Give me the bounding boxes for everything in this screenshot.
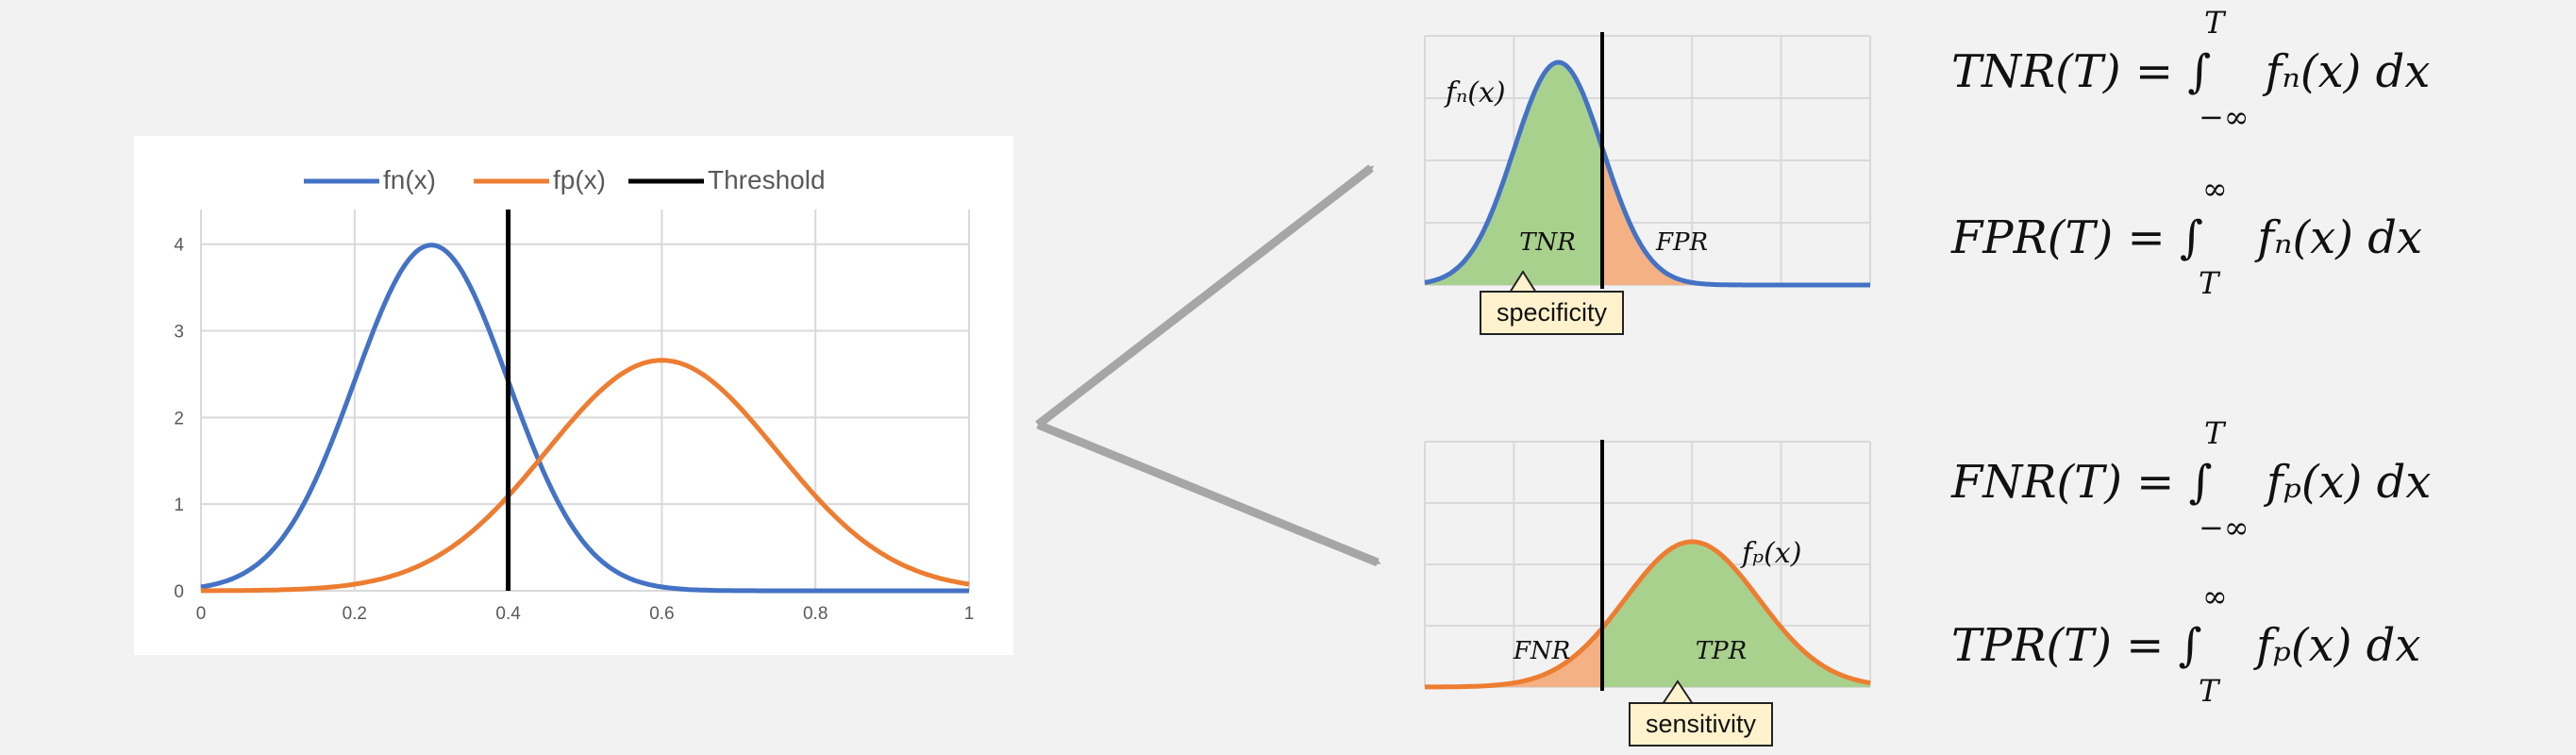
y-tick-label: 3 [174, 323, 184, 343]
equation-fnr-body: fₚ(x) dx [2266, 456, 2432, 509]
equation-fnr-lower: −∞ [2199, 510, 2250, 545]
specificity-callout: specificity [1480, 291, 1625, 335]
tnr-label: TNR [1519, 228, 1576, 257]
equation-tpr-lhs: TPR(T) = ∫ [1951, 619, 2202, 672]
equation-tnr: TNR(T) = ∫ T −∞ fₙ(x) dx [1951, 8, 2430, 132]
y-tick-label: 1 [174, 495, 184, 515]
tnr-area [1425, 62, 1602, 285]
fn-curve-label: fₙ(x) [1444, 76, 1506, 109]
equation-fnr-upper: T [2204, 415, 2225, 451]
fnr-area [1425, 628, 1602, 687]
fp-mini-curve [1425, 539, 1871, 690]
fpr-label: FPR [1655, 228, 1708, 257]
y-tick-label: 0 [174, 582, 184, 602]
arrow-to-sensitivity [1036, 420, 1381, 567]
fp-curve-label: fₚ(x) [1740, 537, 1801, 570]
fnr-label: FNR [1513, 637, 1570, 665]
x-tick-label: 1 [964, 604, 975, 624]
sensitivity-pointer [1662, 680, 1694, 705]
equation-tnr-lower: −∞ [2199, 99, 2250, 135]
x-tick-label: 0.6 [649, 604, 674, 624]
equation-tpr-lower: T [2199, 673, 2219, 709]
x-tick-label: 0.8 [803, 604, 828, 624]
equation-fpr-body: fₙ(x) dx [2257, 211, 2423, 264]
x-tick-label: 0.4 [495, 604, 521, 624]
specificity-pointer [1509, 270, 1537, 294]
x-tick-label: 0.2 [343, 604, 367, 624]
equation-fpr: FPR(T) = ∫ ∞ T fₙ(x) dx [1951, 174, 2422, 298]
equation-tnr-upper: T [2204, 5, 2225, 41]
fn-series-line [200, 243, 969, 594]
equation-tpr-body: fₚ(x) dx [2255, 619, 2421, 672]
equation-fnr: FNR(T) = ∫ T −∞ fₚ(x) dx [1951, 418, 2431, 543]
equation-tnr-body: fₙ(x) dx [2265, 45, 2431, 98]
fn-mini-curve [1424, 59, 1870, 288]
legend-label: fp(x) [553, 165, 606, 194]
sensitivity-label: sensitivity [1646, 710, 1757, 738]
sensitivity-callout: sensitivity [1629, 702, 1774, 747]
equation-fpr-lhs: FPR(T) = ∫ [1951, 211, 2203, 264]
equation-tpr-upper: ∞ [2202, 579, 2228, 614]
arrow-to-specificity [1035, 164, 1375, 428]
main-chart-panel [134, 136, 1013, 655]
equation-tpr: TPR(T) = ∫ ∞ T fₚ(x) dx [1951, 581, 2420, 706]
y-tick-label: 4 [174, 236, 184, 256]
tpr-label: TPR [1696, 637, 1747, 665]
fp-series-line [201, 358, 970, 594]
y-tick-label: 2 [174, 409, 184, 428]
equation-fpr-upper: ∞ [2202, 171, 2228, 207]
x-tick-label: 0 [196, 604, 207, 624]
equation-fpr-lower: T [2199, 265, 2219, 301]
legend-label: fn(x) [383, 165, 436, 194]
equation-tnr-lhs: TNR(T) = ∫ [1951, 45, 2212, 98]
legend-label: Threshold [708, 165, 826, 194]
fpr-area [1602, 147, 1870, 285]
specificity-label: specificity [1497, 298, 1608, 327]
equation-fnr-lhs: FNR(T) = ∫ [1951, 456, 2213, 509]
